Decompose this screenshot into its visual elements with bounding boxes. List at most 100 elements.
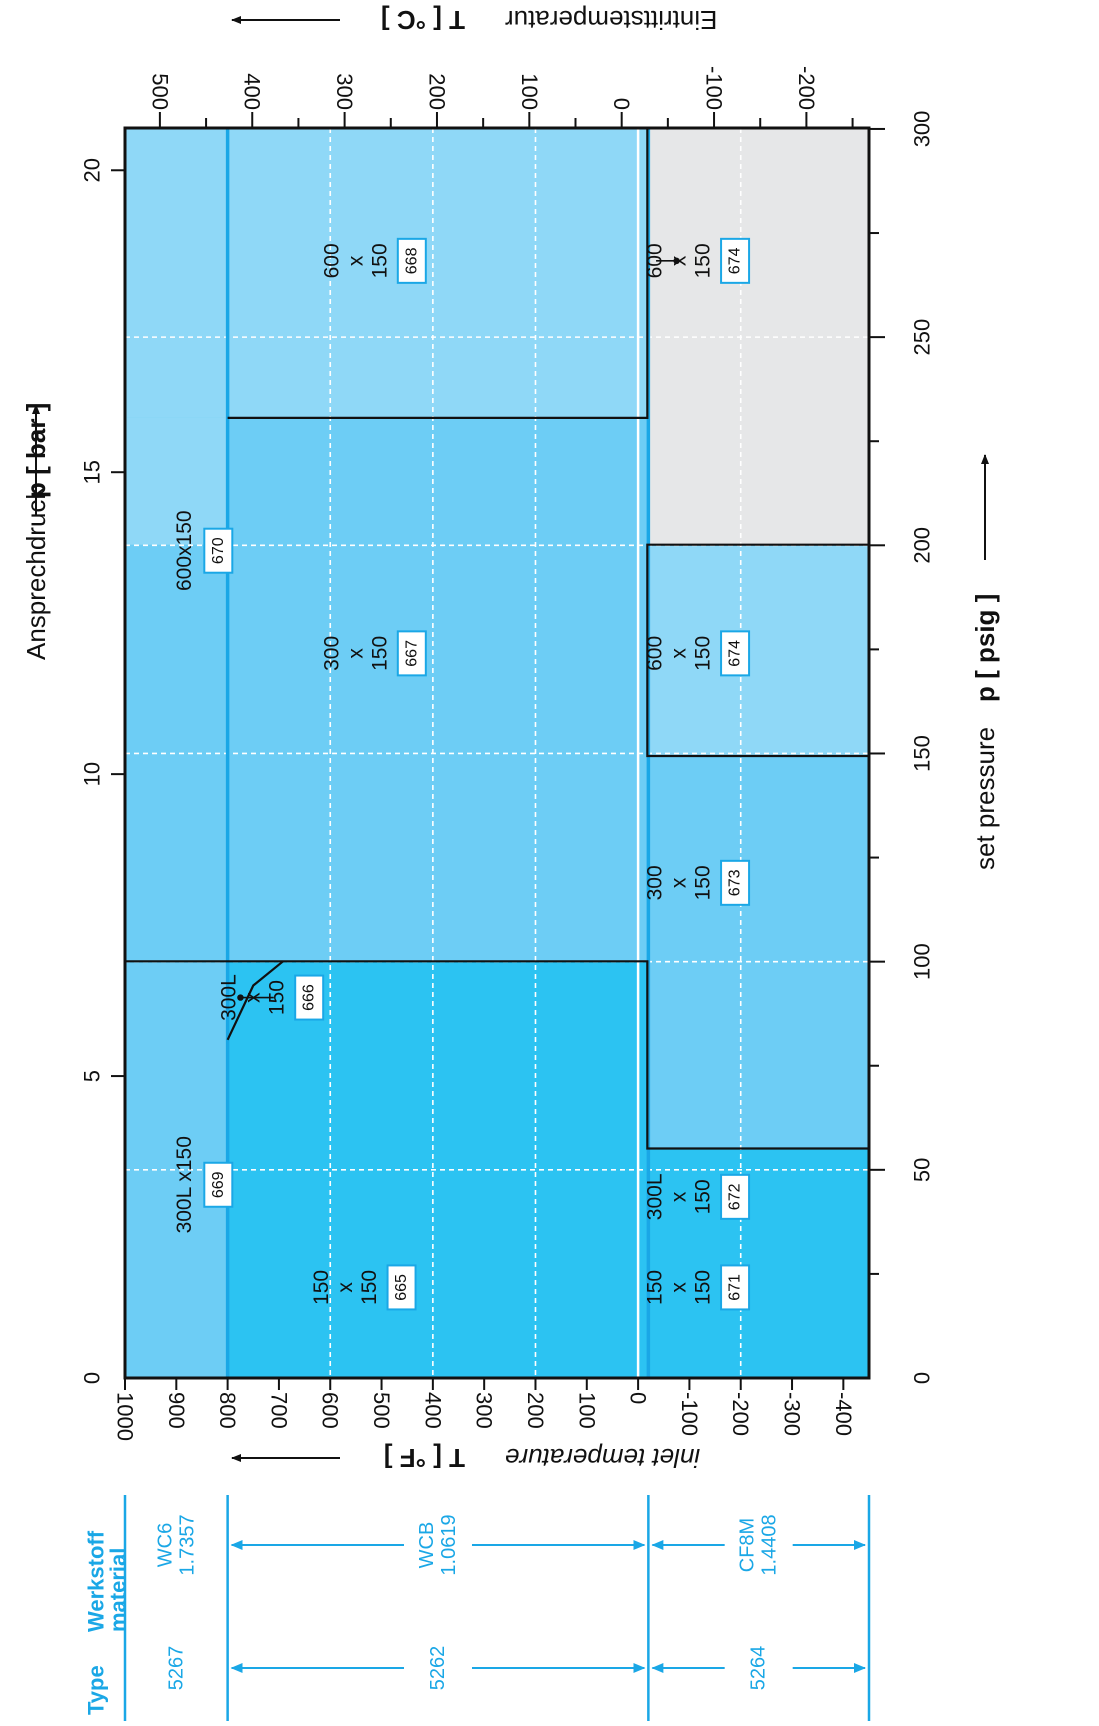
x2-tick-label: 0 <box>910 1372 935 1384</box>
table-material: CF8M <box>737 1518 759 1572</box>
band-label-text: 300L x150 <box>173 1136 196 1233</box>
code-box <box>396 237 427 284</box>
code-box <box>386 1264 417 1311</box>
code-box <box>720 630 751 677</box>
table-type: 5264 <box>748 1646 770 1691</box>
region-label-text: 150 <box>368 636 391 671</box>
region-label-text: 150 <box>692 243 715 278</box>
region-boundary <box>646 543 869 758</box>
y-tick-label: 1000 <box>113 1392 138 1441</box>
region-label-text: 300L <box>218 974 241 1021</box>
table-type: 5262 <box>427 1646 449 1691</box>
region-label-text: x <box>334 1282 357 1293</box>
code-box <box>294 974 325 1021</box>
region-label-text: 300L <box>644 1173 667 1220</box>
x2-axis-unit: p [ psig ] <box>970 594 1000 702</box>
region-label-text: 300 <box>644 865 667 900</box>
region-label-text: x <box>344 648 367 659</box>
x-tick-label: 5 <box>80 1070 105 1082</box>
y-tick-label: 700 <box>266 1392 291 1429</box>
y2-axis-unit: T [ °C ] <box>381 5 465 35</box>
code-box-text: 674 <box>727 247 744 274</box>
y2-tick-label: 100 <box>517 73 542 110</box>
region-label-text: 150 <box>644 1270 667 1305</box>
x2-tick-label: 150 <box>910 735 935 772</box>
region-label-text: 150 <box>310 1270 333 1305</box>
y-tick-label: 800 <box>215 1392 240 1429</box>
y-tick-label: -100 <box>677 1392 702 1436</box>
region-boundary <box>227 128 649 419</box>
code-box-text: 666 <box>301 984 318 1011</box>
y2-tick-label: 0 <box>609 98 634 110</box>
code-box-text: 673 <box>727 869 744 896</box>
x-tick-label: 0 <box>80 1372 105 1384</box>
table-material-code: 1.7357 <box>176 1514 198 1575</box>
code-box-text: 674 <box>727 640 744 667</box>
code-box-text: 668 <box>403 247 420 274</box>
region-label-text: x <box>242 992 265 1003</box>
y-tick-label: 100 <box>574 1392 599 1429</box>
code-box-text: 669 <box>210 1171 227 1198</box>
code-box <box>203 1161 234 1208</box>
y-tick-label: -300 <box>780 1392 805 1436</box>
code-box-text: 665 <box>393 1274 410 1301</box>
code-box <box>396 630 427 677</box>
y2-tick-label: 500 <box>147 73 172 110</box>
code-box <box>203 527 234 574</box>
region-label-text: 150 <box>266 980 289 1015</box>
x-tick-label: 10 <box>80 762 105 786</box>
region-label-text: 150 <box>692 636 715 671</box>
region-label-text: 600 <box>644 243 667 278</box>
chart-region <box>647 756 869 1149</box>
region-label-text: x <box>668 255 691 266</box>
region-label-text: 150 <box>358 1270 381 1305</box>
band-label-text: 600x150 <box>173 510 196 591</box>
x-tick-label: 15 <box>80 460 105 484</box>
code-box-text: 672 <box>727 1183 744 1210</box>
table-type: 5267 <box>165 1646 187 1691</box>
x2-tick-label: 250 <box>910 319 935 356</box>
code-box <box>720 859 751 906</box>
y2-tick-label: -200 <box>794 66 819 110</box>
y2-tick-label: 200 <box>424 73 449 110</box>
y-tick-label: -400 <box>831 1392 856 1436</box>
region-label-text: 150 <box>692 865 715 900</box>
x-tick-label: 20 <box>80 158 105 182</box>
region-label-text: 600 <box>644 636 667 671</box>
x2-tick-label: 50 <box>910 1158 935 1182</box>
code-box-text: 667 <box>403 640 420 667</box>
code-box-text: 671 <box>727 1274 744 1301</box>
x2-tick-label: 300 <box>910 111 935 148</box>
y2-tick-label: -100 <box>702 66 727 110</box>
y-tick-label: -200 <box>728 1392 753 1436</box>
y2-axis-title: Eintrittstemperatur <box>505 5 718 35</box>
y2-tick-label: 400 <box>240 73 265 110</box>
table-header-type: Type <box>84 1665 109 1715</box>
y-tick-label: 400 <box>420 1392 445 1429</box>
x2-tick-label: 100 <box>910 943 935 980</box>
y2-tick-label: 300 <box>332 73 357 110</box>
chart-region <box>125 128 648 418</box>
y-axis-unit: T [ °F ] <box>384 1443 465 1473</box>
pointer-dot <box>673 257 680 265</box>
region-label-text: 150 <box>692 1270 715 1305</box>
code-box-text: 670 <box>210 537 227 564</box>
table-material-code: 1.0619 <box>438 1514 460 1575</box>
y-tick-label: 500 <box>369 1392 394 1429</box>
code-box <box>720 237 751 284</box>
region-label-text: 150 <box>692 1179 715 1214</box>
y-tick-label: 0 <box>626 1392 651 1404</box>
y-tick-label: 300 <box>472 1392 497 1429</box>
table-material: WC6 <box>154 1523 176 1567</box>
region-label-text: 150 <box>368 243 391 278</box>
chart-boundaries <box>125 128 869 1150</box>
region-label-text: 300 <box>320 636 343 671</box>
region-boundary <box>125 960 869 1150</box>
table-header-material-en: material <box>106 1548 131 1632</box>
x2-axis-title: set pressure <box>970 727 1000 870</box>
table-material-code: 1.4408 <box>759 1514 781 1575</box>
table-material: WCB <box>416 1522 438 1569</box>
